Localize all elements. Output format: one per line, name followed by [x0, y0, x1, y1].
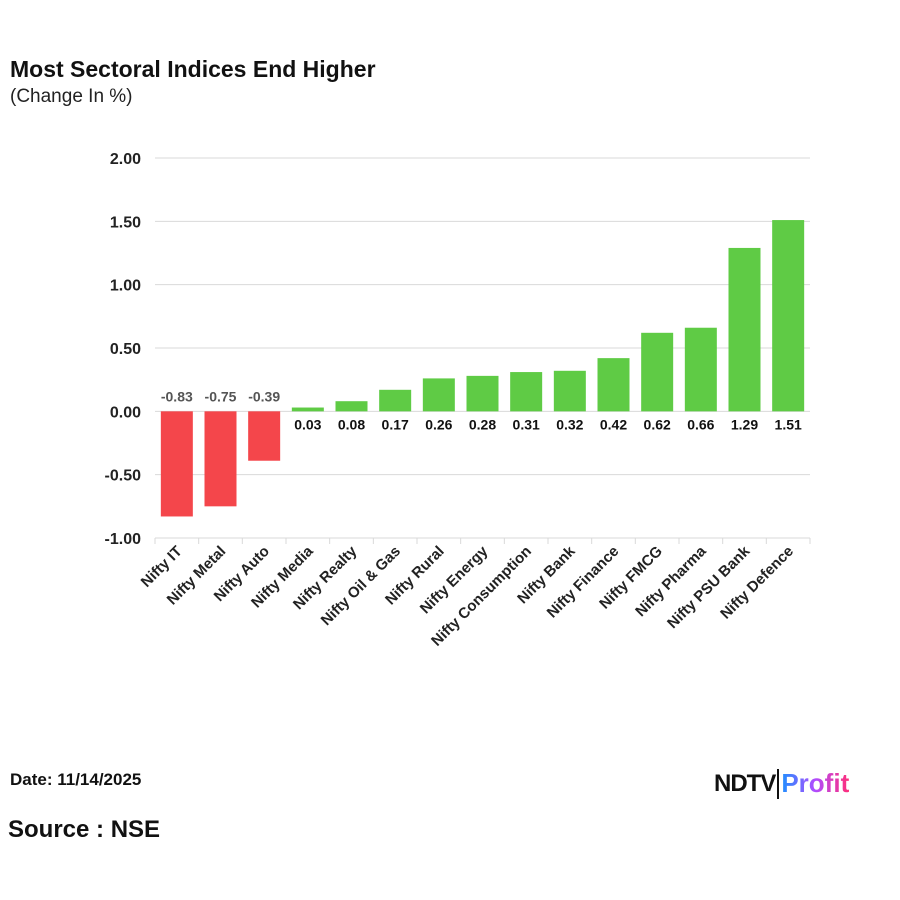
bar	[379, 389, 412, 412]
bar	[772, 220, 805, 412]
source-label: Source : NSE	[8, 816, 161, 843]
bar	[422, 378, 455, 412]
data-label: 0.08	[338, 416, 365, 432]
bar	[160, 411, 193, 517]
data-label: 0.62	[644, 416, 671, 432]
y-tick-label: -0.50	[105, 468, 142, 485]
bar	[204, 411, 237, 507]
data-label: -0.75	[205, 388, 237, 404]
bar	[641, 332, 674, 412]
data-label: 0.66	[687, 416, 714, 432]
data-label: 1.51	[775, 416, 802, 432]
bar	[510, 372, 543, 412]
data-label: 0.26	[425, 416, 452, 432]
data-label: 0.17	[382, 416, 409, 432]
y-tick-label: -1.00	[105, 531, 142, 548]
bar	[728, 247, 761, 412]
bar	[684, 327, 717, 412]
bar	[466, 375, 499, 412]
data-label: -0.39	[248, 388, 280, 404]
y-tick-label: 0.50	[110, 341, 141, 358]
bar	[597, 358, 630, 412]
logo-divider	[777, 768, 780, 799]
y-tick-label: 2.00	[110, 151, 141, 168]
bar	[335, 401, 368, 412]
data-label: 0.42	[600, 416, 627, 432]
date-label: Date: 11/14/2025	[10, 770, 142, 789]
x-tick-label: Nifty Oil & Gas	[318, 543, 404, 629]
logo-profit: Profit	[781, 768, 850, 798]
bar	[248, 411, 281, 461]
ndtv-profit-logo: NDTV Profit	[714, 768, 849, 799]
data-label: -0.83	[161, 388, 193, 404]
y-tick-label: 1.50	[110, 214, 141, 231]
chart-title: Most Sectoral Indices End Higher	[10, 56, 376, 82]
data-label: 1.29	[731, 416, 758, 432]
y-tick-label: 1.00	[110, 278, 141, 295]
data-label: 0.31	[513, 416, 540, 432]
logo-ndtv: NDTV	[714, 769, 776, 797]
data-label: 0.03	[294, 416, 321, 432]
data-label: 0.32	[556, 416, 583, 432]
chart-subtitle: (Change In %)	[10, 86, 133, 107]
y-tick-label: 0.00	[110, 404, 141, 421]
data-label: 0.28	[469, 416, 496, 432]
bar	[553, 370, 586, 412]
bar	[291, 407, 324, 412]
